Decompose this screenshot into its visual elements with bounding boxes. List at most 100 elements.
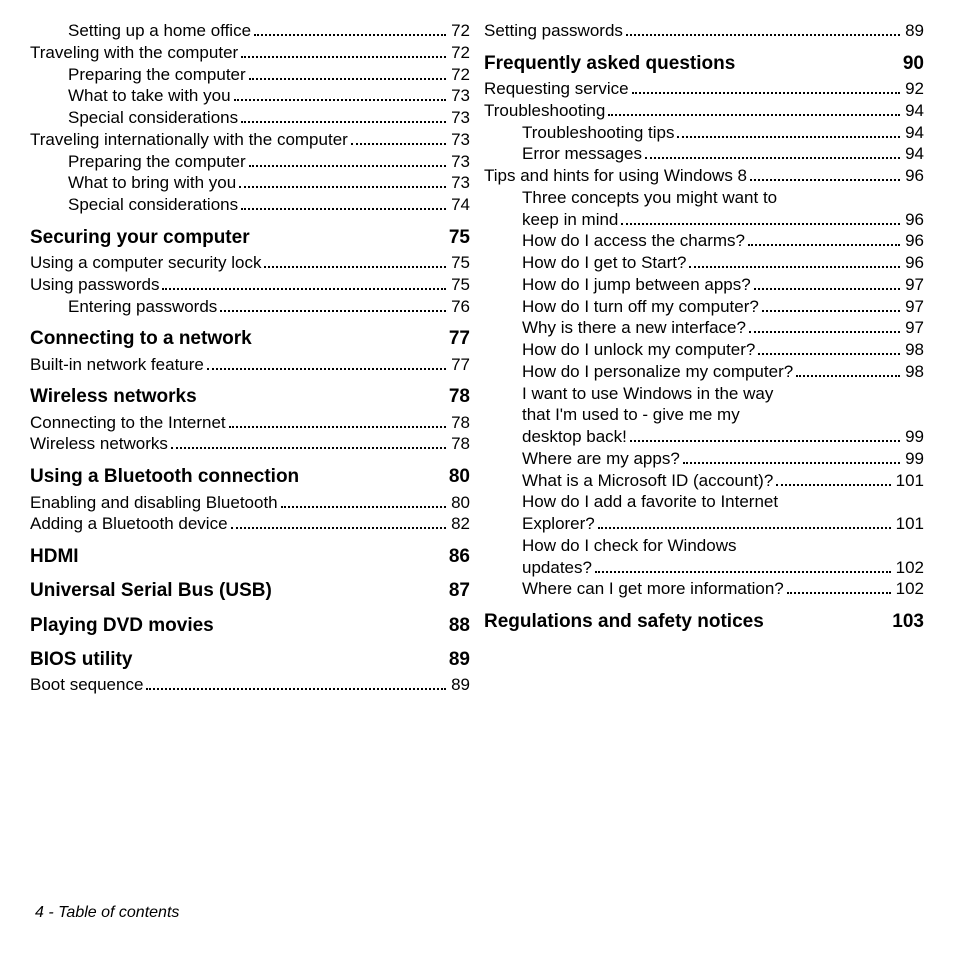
- toc-entry: How do I unlock my computer?98: [484, 339, 924, 361]
- toc-entry-page: 98: [903, 361, 924, 383]
- toc-leader-dots: [621, 213, 900, 224]
- toc-entry: desktop back!99: [484, 426, 924, 448]
- toc-entry-label: Boot sequence: [30, 674, 143, 696]
- toc-entry-label: Adding a Bluetooth device: [30, 513, 228, 535]
- toc-entry-label: Using a computer security lock: [30, 252, 261, 274]
- toc-entry: Why is there a new interface?97: [484, 317, 924, 339]
- toc-leader-dots: [749, 322, 900, 333]
- toc-entry-label: Special considerations: [68, 194, 238, 216]
- toc-entry-page: 73: [449, 172, 470, 194]
- toc-entry-label: Where can I get more information?: [522, 578, 784, 600]
- toc-leader-dots: [626, 25, 900, 36]
- toc-entry-label: What to take with you: [68, 85, 231, 107]
- toc-leader-dots: [249, 155, 446, 166]
- toc-heading: Frequently asked questions90: [484, 52, 924, 76]
- toc-entry-label: Setting passwords: [484, 20, 623, 42]
- toc-leader-dots: [608, 104, 900, 115]
- toc-heading-page: 80: [447, 465, 470, 489]
- toc-heading-label: Wireless networks: [30, 385, 197, 409]
- toc-heading-label: Playing DVD movies: [30, 614, 214, 638]
- toc-entry: Preparing the computer72: [30, 64, 470, 86]
- toc-entry: Setting up a home office72: [30, 20, 470, 42]
- toc-heading-label: BIOS utility: [30, 648, 132, 672]
- toc-heading: Securing your computer75: [30, 226, 470, 250]
- toc-entry-page: 102: [894, 557, 924, 579]
- toc-heading: Regulations and safety notices103: [484, 610, 924, 634]
- toc-leader-dots: [241, 112, 446, 123]
- toc-leader-dots: [796, 365, 900, 376]
- toc-entry-label: Built-in network feature: [30, 354, 204, 376]
- toc-entry-label: How do I jump between apps?: [522, 274, 751, 296]
- toc-entry-label: keep in mind: [522, 209, 618, 231]
- toc-entry-label: I want to use Windows in the way: [522, 383, 773, 405]
- toc-page: Setting up a home office72Traveling with…: [0, 0, 954, 954]
- toc-heading-page: 88: [447, 614, 470, 638]
- toc-leader-dots: [254, 25, 446, 36]
- toc-leader-dots: [171, 438, 446, 449]
- toc-entry: Using passwords 75: [30, 274, 470, 296]
- toc-heading: Using a Bluetooth connection 80: [30, 465, 470, 489]
- toc-entry-label: Tips and hints for using Windows 8: [484, 165, 747, 187]
- page-footer: 4 - Table of contents: [35, 904, 179, 922]
- toc-heading-page: 77: [447, 327, 470, 351]
- toc-leader-dots: [748, 235, 900, 246]
- toc-entry-label: Preparing the computer: [68, 151, 246, 173]
- toc-leader-dots: [762, 300, 900, 311]
- toc-leader-dots: [776, 474, 890, 485]
- toc-entry-page: 74: [449, 194, 470, 216]
- toc-leader-dots: [598, 518, 891, 529]
- toc-entry-label: Troubleshooting: [484, 100, 605, 122]
- toc-leader-dots: [630, 431, 900, 442]
- toc-entry-page: 75: [449, 252, 470, 274]
- toc-entry: Entering passwords 76: [30, 296, 470, 318]
- toc-entry: What to take with you73: [30, 85, 470, 107]
- toc-entry-page: 94: [903, 143, 924, 165]
- toc-left-column: Setting up a home office72Traveling with…: [30, 20, 470, 696]
- toc-leader-dots: [750, 170, 900, 181]
- toc-entry-page: 75: [449, 274, 470, 296]
- toc-leader-dots: [677, 126, 900, 137]
- toc-leader-dots: [249, 68, 446, 79]
- toc-entry-page: 73: [449, 107, 470, 129]
- toc-entry-label: Using passwords: [30, 274, 159, 296]
- toc-heading-label: Connecting to a network: [30, 327, 252, 351]
- toc-entry-label: Enabling and disabling Bluetooth: [30, 492, 278, 514]
- toc-entry: Traveling with the computer72: [30, 42, 470, 64]
- toc-entry-page: 78: [449, 412, 470, 434]
- toc-entry-label: How do I add a favorite to Internet: [522, 491, 778, 513]
- toc-entry-label: Entering passwords: [68, 296, 217, 318]
- toc-leader-dots: [264, 257, 446, 268]
- toc-entry-label: How do I get to Start?: [522, 252, 686, 274]
- toc-heading-label: Regulations and safety notices: [484, 610, 764, 634]
- toc-leader-dots: [220, 300, 446, 311]
- toc-entry: Troubleshooting tips94: [484, 122, 924, 144]
- toc-entry-page: 76: [449, 296, 470, 318]
- toc-entry-label: Connecting to the Internet: [30, 412, 226, 434]
- toc-leader-dots: [683, 452, 900, 463]
- toc-entry: that I'm used to - give me my: [484, 404, 924, 426]
- toc-entry-label: How do I access the charms?: [522, 230, 745, 252]
- toc-entry-page: 77: [449, 354, 470, 376]
- toc-entry-page: 96: [903, 230, 924, 252]
- toc-entry-page: 94: [903, 122, 924, 144]
- toc-entry-page: 92: [903, 78, 924, 100]
- toc-entry-page: 96: [903, 165, 924, 187]
- toc-heading-label: HDMI: [30, 545, 79, 569]
- toc-entry: Tips and hints for using Windows 8 96: [484, 165, 924, 187]
- toc-leader-dots: [207, 358, 446, 369]
- toc-heading-label: Using a Bluetooth connection: [30, 465, 299, 489]
- toc-leader-dots: [281, 496, 446, 507]
- toc-heading: BIOS utility89: [30, 648, 470, 672]
- toc-entry-label: Explorer?: [522, 513, 595, 535]
- toc-entry: How do I jump between apps?97: [484, 274, 924, 296]
- toc-heading-label: Universal Serial Bus (USB): [30, 579, 272, 603]
- toc-entry-label: Traveling with the computer: [30, 42, 238, 64]
- toc-leader-dots: [234, 90, 447, 101]
- toc-entry: Three concepts you might want to: [484, 187, 924, 209]
- toc-entry-page: 101: [894, 470, 924, 492]
- toc-entry-label: that I'm used to - give me my: [522, 404, 740, 426]
- toc-entry: Requesting service92: [484, 78, 924, 100]
- toc-entry-page: 72: [449, 64, 470, 86]
- toc-entry-page: 96: [903, 209, 924, 231]
- toc-entry: Traveling internationally with the compu…: [30, 129, 470, 151]
